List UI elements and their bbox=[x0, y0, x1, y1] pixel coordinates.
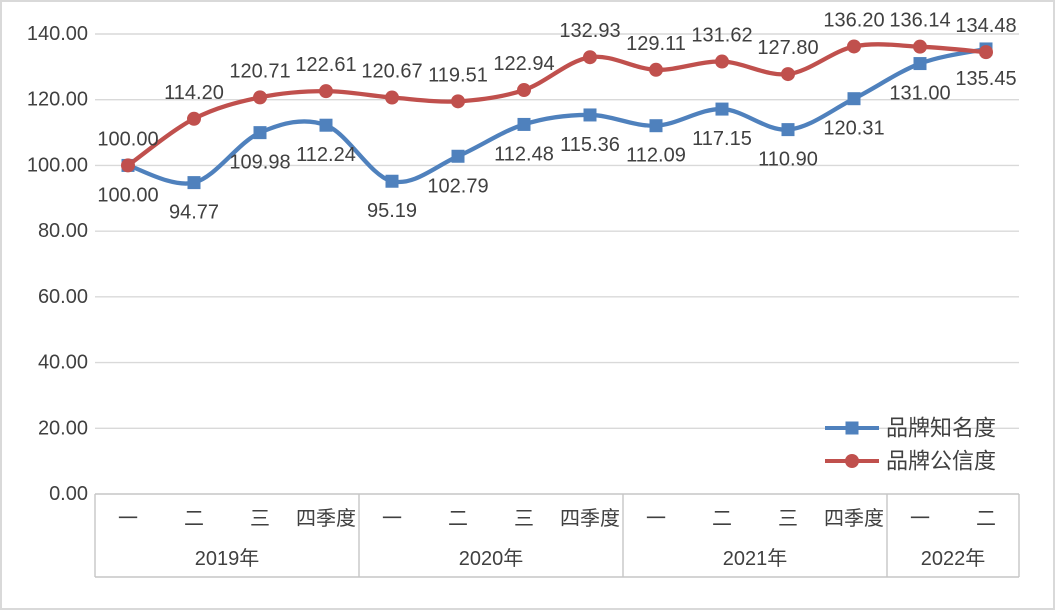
brand-credibility-data-label: 119.51 bbox=[428, 64, 488, 86]
brand-credibility-data-label: 127.80 bbox=[757, 37, 818, 59]
brand-credibility-data-point-marker bbox=[451, 94, 465, 109]
legend-label-brand-awareness: 品牌知名度 bbox=[886, 416, 996, 441]
x-axis-year-label: 2021年 bbox=[723, 547, 788, 570]
x-axis-quarter-label: 一 bbox=[646, 508, 666, 530]
brand-credibility-data-point-marker bbox=[517, 83, 531, 98]
brand-credibility-data-point-marker bbox=[121, 158, 135, 173]
brand-credibility-data-label: 100.00 bbox=[97, 128, 158, 150]
brand-awareness-data-label: 102.79 bbox=[427, 175, 488, 197]
legend-item-brand-credibility: 品牌公信度 bbox=[825, 449, 996, 474]
brand-credibility-data-point-marker bbox=[253, 90, 267, 105]
brand-awareness-data-point-marker bbox=[781, 123, 795, 137]
brand-credibility-data-label: 136.20 bbox=[823, 9, 884, 31]
x-axis-year-label: 2019年 bbox=[195, 547, 260, 570]
brand-credibility-data-label: 136.14 bbox=[889, 10, 950, 32]
brand-awareness-data-point-marker bbox=[253, 126, 267, 140]
brand-awareness-data-label: 117.15 bbox=[692, 128, 752, 150]
gridlines-layer bbox=[95, 33, 1019, 429]
legend-item-brand-awareness: 品牌知名度 bbox=[825, 416, 996, 441]
x-axis-quarter-label: 二 bbox=[976, 508, 996, 530]
y-axis-labels-layer: 0.00 20.00 40.00 60.00 80.00 100.00 120.00 140.… bbox=[27, 23, 88, 505]
brand-awareness-data-label: 112.09 bbox=[626, 145, 686, 167]
x-axis-quarter-label: 四季度 bbox=[560, 507, 620, 530]
brand-credibility-data-label: 132.93 bbox=[559, 20, 620, 42]
brand-awareness-data-point-marker bbox=[847, 92, 861, 106]
brand-credibility-data-point-marker bbox=[187, 111, 201, 126]
brand-credibility-data-point-marker bbox=[715, 54, 729, 69]
y-axis-tick-label: 0.00 bbox=[49, 483, 88, 505]
brand-credibility-data-point-marker bbox=[385, 90, 399, 105]
brand-awareness-data-point-marker bbox=[385, 174, 399, 188]
brand-awareness-data-point-marker bbox=[517, 117, 531, 131]
brand-credibility-data-point-marker bbox=[781, 67, 795, 82]
legend: 品牌知名度 品牌公信度 bbox=[825, 416, 996, 474]
x-axis-quarter-label: 四季度 bbox=[824, 507, 884, 530]
brand-awareness-data-point-marker bbox=[319, 118, 333, 132]
brand-awareness-data-point-marker bbox=[187, 176, 201, 190]
series-layer bbox=[121, 39, 993, 190]
brand-awareness-data-label: 131.00 bbox=[889, 83, 950, 105]
y-axis-tick-label: 60.00 bbox=[38, 286, 88, 308]
brand-awareness-data-point-marker bbox=[451, 149, 465, 163]
brand-awareness-data-label: 110.90 bbox=[758, 149, 818, 171]
brand-credibility-data-label: 122.94 bbox=[493, 53, 554, 75]
brand-credibility-data-point-marker bbox=[319, 84, 333, 99]
y-axis-tick-label: 100.00 bbox=[27, 154, 88, 176]
x-axis-table-layer: 一 二 三 四季度 2019年 一 二 三 四季度 2020年 一 二 三 四季度 2021年 一 二 2022年 bbox=[94, 493, 1020, 578]
brand-awareness-data-label: 135.45 bbox=[955, 68, 1016, 90]
x-axis-quarter-label: 三 bbox=[250, 508, 270, 530]
y-axis-tick-label: 40.00 bbox=[38, 352, 88, 374]
brand-awareness-data-label: 94.77 bbox=[169, 202, 219, 224]
brand-credibility-data-label: 131.62 bbox=[691, 25, 752, 47]
legend-label-brand-credibility: 品牌公信度 bbox=[886, 449, 996, 474]
brand-awareness-data-label: 95.19 bbox=[367, 200, 417, 222]
brand-credibility-data-point-marker bbox=[649, 62, 663, 77]
x-axis-quarter-label: 二 bbox=[712, 508, 732, 530]
brand-credibility-data-label: 114.20 bbox=[164, 82, 224, 104]
brand-awareness-data-point-marker bbox=[583, 108, 597, 122]
brand-credibility-circle-marker-icon bbox=[845, 454, 859, 468]
x-axis-quarter-label: 二 bbox=[184, 508, 204, 530]
x-axis-quarter-label: 二 bbox=[448, 508, 468, 530]
y-axis-tick-label: 120.00 bbox=[27, 89, 88, 111]
brand-awareness-data-label: 115.36 bbox=[560, 134, 620, 156]
brand-awareness-data-label: 100.00 bbox=[97, 184, 158, 206]
brand-credibility-data-label: 120.67 bbox=[361, 61, 422, 83]
x-axis-quarter-label: 一 bbox=[382, 508, 402, 530]
brand-awareness-data-label: 109.98 bbox=[229, 152, 290, 174]
x-axis-quarter-label: 一 bbox=[910, 508, 930, 530]
y-axis-tick-label: 20.00 bbox=[38, 417, 88, 439]
brand-credibility-data-label: 122.61 bbox=[295, 54, 356, 76]
x-axis-quarter-label: 三 bbox=[514, 508, 534, 530]
x-axis-year-label: 2022年 bbox=[921, 547, 986, 570]
brand-credibility-data-point-marker bbox=[847, 39, 861, 54]
y-axis-tick-label: 140.00 bbox=[27, 23, 88, 45]
x-axis-quarter-label: 三 bbox=[778, 508, 798, 530]
brand-awareness-data-label: 120.31 bbox=[823, 118, 884, 140]
brand-awareness-data-point-marker bbox=[649, 119, 663, 133]
x-axis-quarter-label: 四季度 bbox=[296, 507, 356, 530]
brand-credibility-data-point-marker bbox=[583, 50, 597, 65]
brand-awareness-data-label: 112.48 bbox=[494, 143, 554, 165]
data-labels-layer: 100.00 94.77 109.98 112.24 95.19 102.79 112.48… bbox=[97, 9, 1016, 223]
brand-credibility-data-point-marker bbox=[979, 45, 993, 60]
x-axis-quarter-label: 一 bbox=[118, 508, 138, 530]
brand-awareness-data-label: 112.24 bbox=[296, 144, 356, 166]
brand-credibility-data-label: 120.71 bbox=[229, 60, 290, 82]
brand-awareness-data-point-marker bbox=[913, 57, 927, 71]
y-axis-tick-label: 80.00 bbox=[38, 220, 88, 242]
brand-awareness-data-point-marker bbox=[715, 102, 729, 116]
brand-credibility-data-label: 134.48 bbox=[955, 15, 1016, 37]
brand-credibility-data-label: 129.11 bbox=[626, 33, 686, 55]
x-axis-year-label: 2020年 bbox=[459, 547, 524, 570]
brand-credibility-data-point-marker bbox=[913, 39, 927, 54]
brand-awareness-square-marker-icon bbox=[845, 421, 859, 435]
